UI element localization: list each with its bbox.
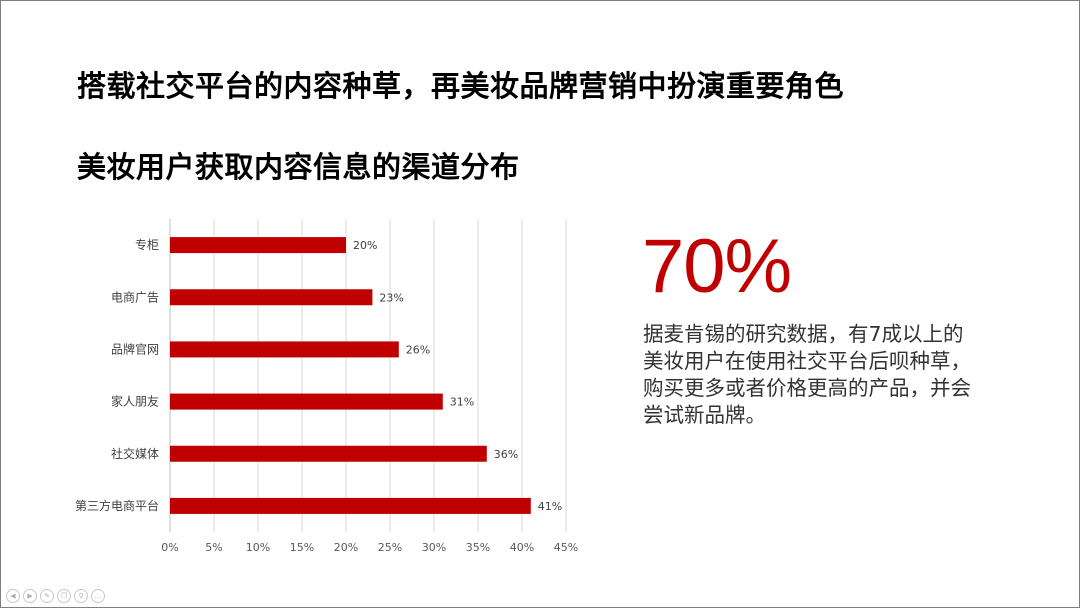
prev-icon[interactable]: ◀	[6, 589, 20, 603]
data-label: 41%	[538, 500, 562, 513]
zoom-icon[interactable]: ⚲	[74, 589, 88, 603]
category-label: 社交媒体	[111, 446, 159, 461]
slide-navigation: ◀ ▶ ✎ ❐ ⚲ …	[6, 589, 105, 603]
category-label: 电商广告	[111, 289, 159, 304]
category-label: 专柜	[135, 237, 159, 252]
x-tick-label: 25%	[378, 541, 402, 554]
x-tick-label: 20%	[334, 541, 358, 554]
x-tick-label: 5%	[205, 541, 222, 554]
x-tick-label: 35%	[466, 541, 490, 554]
bar	[170, 237, 346, 254]
x-tick-label: 40%	[510, 541, 534, 554]
x-tick-label: 15%	[290, 541, 314, 554]
bar	[170, 393, 443, 410]
pen-icon[interactable]: ✎	[40, 589, 54, 603]
bar	[170, 497, 531, 514]
bar	[170, 445, 487, 462]
x-tick-label: 0%	[161, 541, 178, 554]
x-tick-label: 10%	[246, 541, 270, 554]
data-label: 31%	[450, 396, 474, 409]
more-icon[interactable]: …	[91, 589, 105, 603]
labels: 0% 5% 10% 15% 20% 25% 30% 35% 40% 45% 专柜 20% 电商广告 23%…	[75, 237, 578, 554]
data-label: 36%	[494, 448, 518, 461]
next-icon[interactable]: ▶	[23, 589, 37, 603]
key-stat-value: 70%	[642, 224, 792, 309]
category-label: 第三方电商平台	[75, 498, 159, 513]
gridlines	[169, 219, 567, 532]
data-label: 20%	[353, 239, 377, 252]
slide-headline: 搭载社交平台的内容种草，再美妆品牌营销中扮演重要角色	[77, 69, 845, 103]
key-stat-description: 据麦肯锡的研究数据，有7成以上的美妆用户在使用社交平台后呗种草，购买更多或者价格…	[643, 322, 971, 427]
chart-heading: 美妆用户获取内容信息的渠道分布	[77, 150, 520, 184]
x-tick-label: 45%	[554, 541, 578, 554]
category-label: 家人朋友	[111, 394, 159, 409]
bar	[170, 341, 399, 358]
bar	[170, 289, 373, 306]
x-tick-label: 30%	[422, 541, 446, 554]
channel-bar-chart: 0% 5% 10% 15% 20% 25% 30% 35% 40% 45% 专柜 20% 电商广告 23%…	[75, 219, 578, 554]
copy-icon[interactable]: ❐	[57, 589, 71, 603]
data-label: 23%	[379, 291, 403, 304]
bars	[170, 237, 531, 514]
category-label: 品牌官网	[111, 341, 159, 356]
data-label: 26%	[406, 343, 430, 356]
